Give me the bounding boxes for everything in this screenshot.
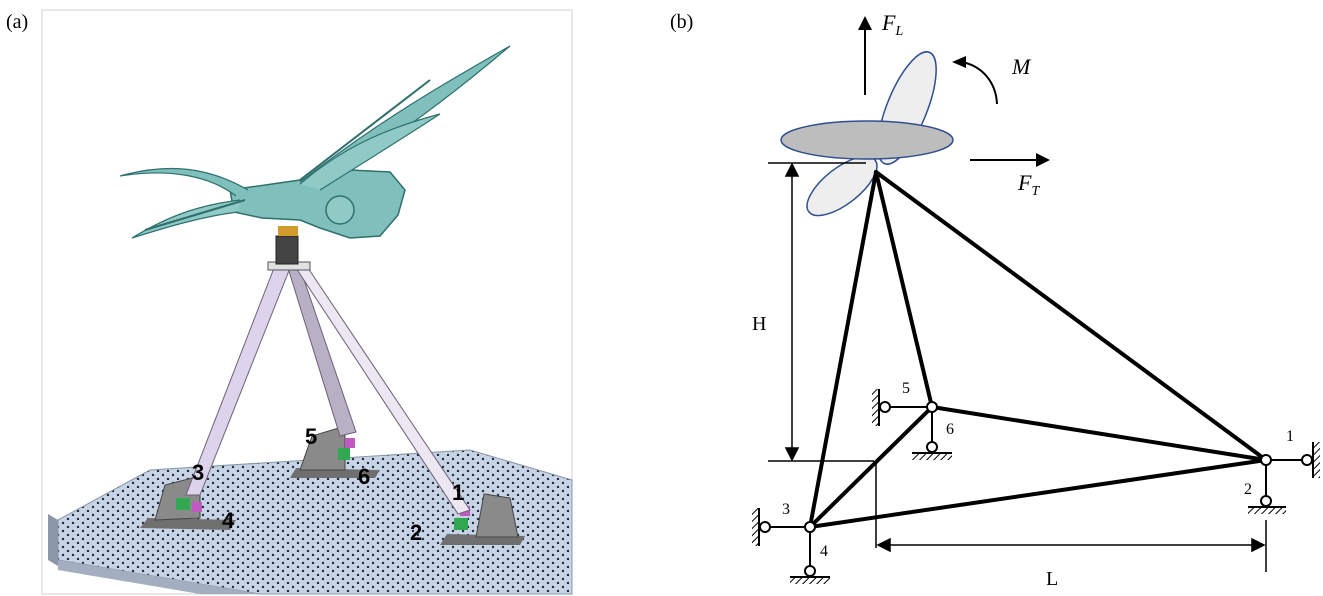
node-label-1: 1 [1286, 428, 1294, 445]
rig-number-5: 5 [305, 424, 317, 449]
support-node-1 [1271, 442, 1320, 478]
panel-b-schematic: FL M FT [752, 10, 1320, 590]
lift-arrow-head [858, 16, 872, 30]
node-label-6: 6 [946, 421, 954, 438]
member-3-5 [808, 405, 934, 529]
joint-5 [926, 401, 938, 413]
base-right [440, 493, 525, 545]
member-apex-1 [874, 170, 1268, 462]
table-side-face [48, 514, 58, 566]
thrust-arrow-head [1036, 153, 1050, 167]
node-label-3: 3 [782, 501, 790, 518]
thrust-force-label: FT [1017, 170, 1040, 199]
robot-gear [325, 195, 355, 225]
table-front-face [58, 520, 260, 594]
wing-spar-1 [299, 79, 431, 181]
flapping-wing-robot [119, 45, 511, 239]
rotor-blade-lower [806, 155, 878, 217]
panel-a-label: (a) [6, 11, 28, 33]
support-node-5 [872, 389, 927, 426]
joint-1 [1260, 454, 1272, 466]
height-dimension [768, 162, 874, 462]
member-apex-5 [874, 170, 934, 409]
wing-spar-2 [144, 199, 246, 231]
load-cell-top [278, 226, 298, 236]
length-label: L [1046, 568, 1058, 590]
moment-arrow [961, 61, 998, 105]
joint-3 [804, 521, 816, 533]
rig-number-2: 2 [410, 520, 422, 545]
support-node-6 [912, 412, 952, 460]
support-node-2 [1248, 465, 1286, 514]
member-3-1 [808, 458, 1268, 529]
node-label-2: 2 [1244, 481, 1252, 498]
height-label: H [752, 313, 766, 335]
member-apex-3 [808, 170, 878, 529]
moment-label: M [1011, 54, 1032, 79]
panel-a-render: 1 2 3 4 5 6 [41, 9, 573, 595]
panel-b-label: (b) [670, 11, 693, 33]
base-middle [290, 425, 380, 478]
rig-number-6: 6 [358, 464, 370, 489]
node-label-4: 4 [820, 543, 828, 560]
rotor-disk [780, 120, 954, 160]
lift-force-label: FL [881, 10, 903, 39]
moment-arrow-head [952, 56, 966, 68]
support-struts [185, 226, 471, 515]
support-node-3 [752, 508, 805, 546]
rig-number-4: 4 [222, 508, 235, 533]
wing-right-lower [299, 113, 441, 191]
support-node-4 [790, 532, 830, 584]
load-cell [275, 235, 299, 265]
truss-members [808, 170, 1268, 529]
node-label-5: 5 [902, 380, 910, 397]
member-5-1 [930, 405, 1268, 462]
rig-number-3: 3 [192, 460, 204, 485]
length-dimension [875, 461, 1267, 572]
wing-left-upper [119, 167, 249, 197]
rig-number-1: 1 [452, 480, 464, 505]
